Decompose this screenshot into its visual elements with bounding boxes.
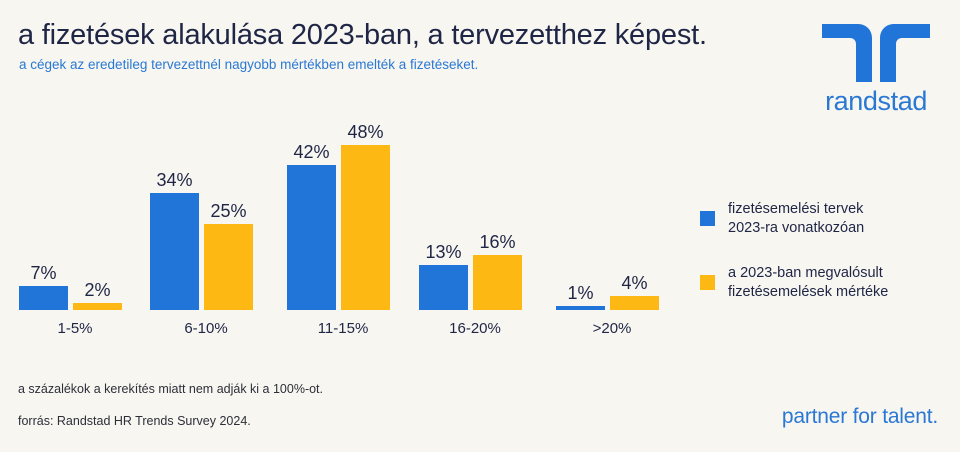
bar-value-planned-11-15: 42% bbox=[293, 142, 330, 162]
bar-actual-11-15[interactable]: 48% bbox=[341, 122, 390, 310]
bar-value-actual-1-5: 2% bbox=[84, 280, 111, 300]
page-subtitle: a cégek az eredetileg tervezettnél nagyo… bbox=[19, 57, 479, 72]
category-label-over-20: >20% bbox=[592, 320, 632, 337]
bar-actual-over-20[interactable]: 4% bbox=[610, 273, 659, 310]
footnote-rounding: a százalékok a kerekítés miatt nem adják… bbox=[18, 382, 324, 396]
bar-actual-6-10[interactable]: 25% bbox=[204, 201, 253, 310]
bar-actual-1-5[interactable]: 2% bbox=[73, 280, 122, 310]
bar-planned-over-20[interactable]: 1% bbox=[556, 283, 605, 310]
bar-value-planned-16-20: 13% bbox=[425, 242, 462, 262]
chart-plot-area: 7% 2% 1-5% 34% 25% 6-10% 42% bbox=[0, 96, 700, 337]
randstad-y-logo-icon bbox=[822, 24, 930, 82]
legend-swatch-amber-icon bbox=[700, 275, 715, 290]
bar-planned-16-20[interactable]: 13% bbox=[419, 242, 468, 310]
randstad-wordmark: randstad bbox=[825, 86, 927, 116]
bar-group-11-15: 42% 48% 11-15% bbox=[287, 96, 399, 337]
chart-legend: fizetésemelési tervek 2023-ra vonatkozóa… bbox=[700, 200, 950, 328]
randstad-logo: randstad bbox=[814, 22, 938, 116]
legend-swatch-blue-icon bbox=[700, 211, 715, 226]
brand-tagline: partner for talent. bbox=[781, 405, 938, 428]
bar-planned-1-5[interactable]: 7% bbox=[19, 263, 68, 310]
legend-item-actual[interactable]: a 2023-ban megvalósult fizetésemelések m… bbox=[700, 264, 950, 302]
bar-group-6-10: 34% 25% 6-10% bbox=[150, 96, 262, 337]
bar-chart: 7% 2% 1-5% 34% 25% 6-10% 42% bbox=[0, 96, 700, 350]
bar-value-actual-over-20: 4% bbox=[621, 273, 648, 293]
legend-label-actual: a 2023-ban megvalósult fizetésemelések m… bbox=[728, 265, 889, 300]
bar-value-planned-over-20: 1% bbox=[567, 283, 594, 303]
bar-group-1-5: 7% 2% 1-5% bbox=[19, 96, 131, 337]
bar-actual-16-20[interactable]: 16% bbox=[473, 232, 522, 310]
bar-value-actual-11-15: 48% bbox=[347, 122, 384, 142]
bar-group-16-20: 13% 16% 16-20% bbox=[419, 96, 531, 337]
bar-planned-6-10[interactable]: 34% bbox=[150, 170, 199, 310]
bar-value-actual-16-20: 16% bbox=[479, 232, 516, 252]
category-label-1-5: 1-5% bbox=[57, 320, 93, 337]
bar-value-planned-6-10: 34% bbox=[156, 170, 193, 190]
bar-value-actual-6-10: 25% bbox=[210, 201, 247, 221]
bar-value-planned-1-5: 7% bbox=[30, 263, 57, 283]
bar-group-over-20: 1% 4% >20% bbox=[556, 96, 668, 337]
footnote-source: forrás: Randstad HR Trends Survey 2024. bbox=[18, 414, 251, 428]
category-label-11-15: 11-15% bbox=[317, 320, 369, 337]
bar-planned-11-15[interactable]: 42% bbox=[287, 142, 336, 310]
page-title: a fizetések alakulása 2023-ban, a tervez… bbox=[18, 19, 707, 51]
legend-item-planned[interactable]: fizetésemelési tervek 2023-ra vonatkozóa… bbox=[700, 200, 950, 238]
category-label-16-20: 16-20% bbox=[449, 320, 501, 337]
legend-label-planned: fizetésemelési tervek 2023-ra vonatkozóa… bbox=[728, 201, 865, 236]
category-label-6-10: 6-10% bbox=[184, 320, 228, 337]
